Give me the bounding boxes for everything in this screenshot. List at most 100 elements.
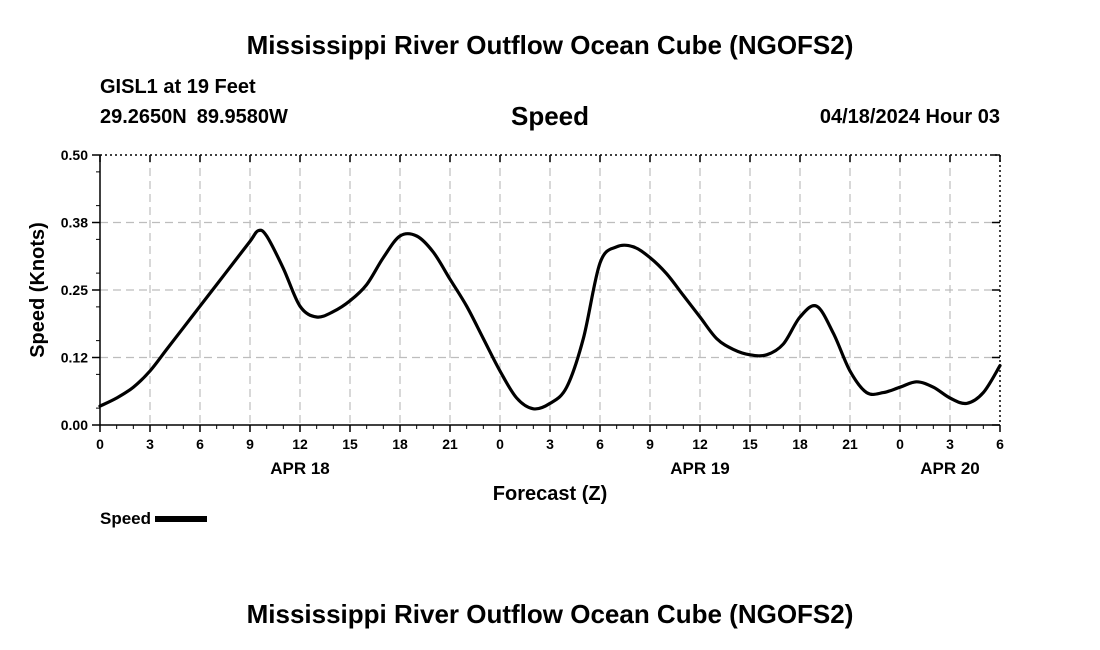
x-axis-label: Forecast (Z)	[493, 483, 607, 505]
speed-data-point	[448, 278, 451, 281]
speed-data-point	[882, 391, 885, 394]
speed-data-point	[732, 348, 735, 351]
legend-swatch	[155, 516, 208, 522]
speed-data-point	[715, 337, 718, 340]
grid-lines	[100, 155, 1000, 425]
speed-data-point	[565, 386, 568, 389]
y-tick-label: 0.25	[61, 282, 88, 298]
speed-data-point	[198, 305, 201, 308]
x-tick-label: 9	[646, 436, 654, 452]
x-tick-label: 12	[692, 436, 708, 452]
speed-data-point	[465, 305, 468, 308]
y-tick-label: 0.12	[61, 350, 88, 366]
speed-data-point	[598, 261, 601, 264]
x-tick-label: 9	[246, 436, 254, 452]
speed-data-point	[748, 353, 751, 356]
speed-data-point	[132, 386, 135, 389]
speed-data-point	[965, 402, 968, 405]
variable-title: Speed	[510, 101, 590, 131]
x-tick-label: 21	[842, 436, 858, 452]
speed-data-point	[365, 283, 368, 286]
speed-data-point	[632, 245, 635, 248]
speed-data-point	[698, 315, 701, 318]
x-tick-label: 6	[196, 436, 204, 452]
axis-tick-labels: 0.00 0.12 0.25 0.38 0.50 0 3 6 9 12 15 18 21 0 3 6 9 12 15…	[61, 147, 1004, 478]
x-tick-label: 3	[546, 436, 554, 452]
footer-title: Mississippi River Outflow Ocean Cube (NG…	[246, 599, 854, 629]
speed-data-point	[482, 337, 485, 340]
speed-data-point	[532, 407, 535, 410]
speed-data-point	[148, 369, 151, 372]
speed-data-point	[348, 299, 351, 302]
y-tick-label: 0.00	[61, 417, 88, 433]
speed-data-point	[498, 369, 501, 372]
speed-data-point	[232, 261, 235, 264]
speed-data-point	[665, 272, 668, 275]
speed-data-point	[848, 369, 851, 372]
latitude: 29.2650N	[100, 106, 187, 128]
day-label: APR 18	[270, 459, 330, 478]
speed-data-point	[815, 305, 818, 308]
speed-data-point	[115, 396, 118, 399]
station-label: GISL1 at 19 Feet	[100, 76, 256, 98]
speed-data-point	[165, 348, 168, 351]
x-tick-label: 6	[996, 436, 1004, 452]
speed-data-point	[315, 315, 318, 318]
speed-data-point	[415, 234, 418, 237]
speed-data-point	[282, 267, 285, 270]
speed-data-point	[248, 240, 251, 243]
speed-data-point	[257, 229, 260, 232]
x-tick-label: 15	[342, 436, 358, 452]
chart-title: Mississippi River Outflow Ocean Cube (NG…	[246, 30, 854, 60]
speed-data-point	[548, 402, 551, 405]
x-tick-label: 12	[292, 436, 308, 452]
y-tick-label: 0.38	[61, 215, 88, 231]
legend-label: Speed	[100, 509, 152, 528]
x-tick-label: 18	[392, 436, 408, 452]
speed-data-point	[798, 315, 801, 318]
speed-data-point	[398, 234, 401, 237]
longitude: 89.9580W	[196, 106, 288, 128]
speed-data-point	[332, 310, 335, 313]
x-tick-label: 15	[742, 436, 758, 452]
x-tick-label: 0	[496, 436, 504, 452]
x-tick-label: 0	[896, 436, 904, 452]
speed-data-point	[382, 256, 385, 259]
speed-data-point	[948, 396, 951, 399]
speed-data-point	[932, 386, 935, 389]
speed-data-point	[615, 245, 618, 248]
speed-series-line	[98, 228, 1002, 411]
speed-data-point	[215, 283, 218, 286]
speed-data-point	[298, 305, 301, 308]
y-axis-label: Speed (Knots)	[27, 222, 49, 358]
x-tick-label: 18	[792, 436, 808, 452]
station-coordinates: 29.2650N 89.9580W	[100, 106, 288, 129]
legend: Speed	[100, 509, 208, 529]
speed-data-point	[782, 342, 785, 345]
speed-data-point	[865, 391, 868, 394]
x-tick-label: 3	[946, 436, 954, 452]
speed-data-point	[832, 332, 835, 335]
speed-data-point	[765, 353, 768, 356]
x-tick-label: 0	[96, 436, 104, 452]
x-tick-label: 21	[442, 436, 458, 452]
speed-data-point	[998, 364, 1001, 367]
speed-data-point	[515, 396, 518, 399]
axis-ticks	[92, 154, 1001, 432]
day-label: APR 19	[670, 459, 730, 478]
speed-data-point	[982, 391, 985, 394]
x-tick-label: 3	[146, 436, 154, 452]
y-tick-label: 0.50	[61, 147, 88, 163]
x-tick-label: 6	[596, 436, 604, 452]
speed-data-point	[182, 326, 185, 329]
speed-data-point	[898, 386, 901, 389]
speed-data-point	[648, 256, 651, 259]
speed-data-point	[915, 380, 918, 383]
day-label: APR 20	[920, 459, 980, 478]
speed-data-point	[98, 405, 101, 408]
speed-data-point	[265, 234, 268, 237]
speed-data-point	[582, 337, 585, 340]
speed-data-point	[432, 251, 435, 254]
forecast-datetime: 04/18/2024 Hour 03	[819, 106, 1000, 128]
